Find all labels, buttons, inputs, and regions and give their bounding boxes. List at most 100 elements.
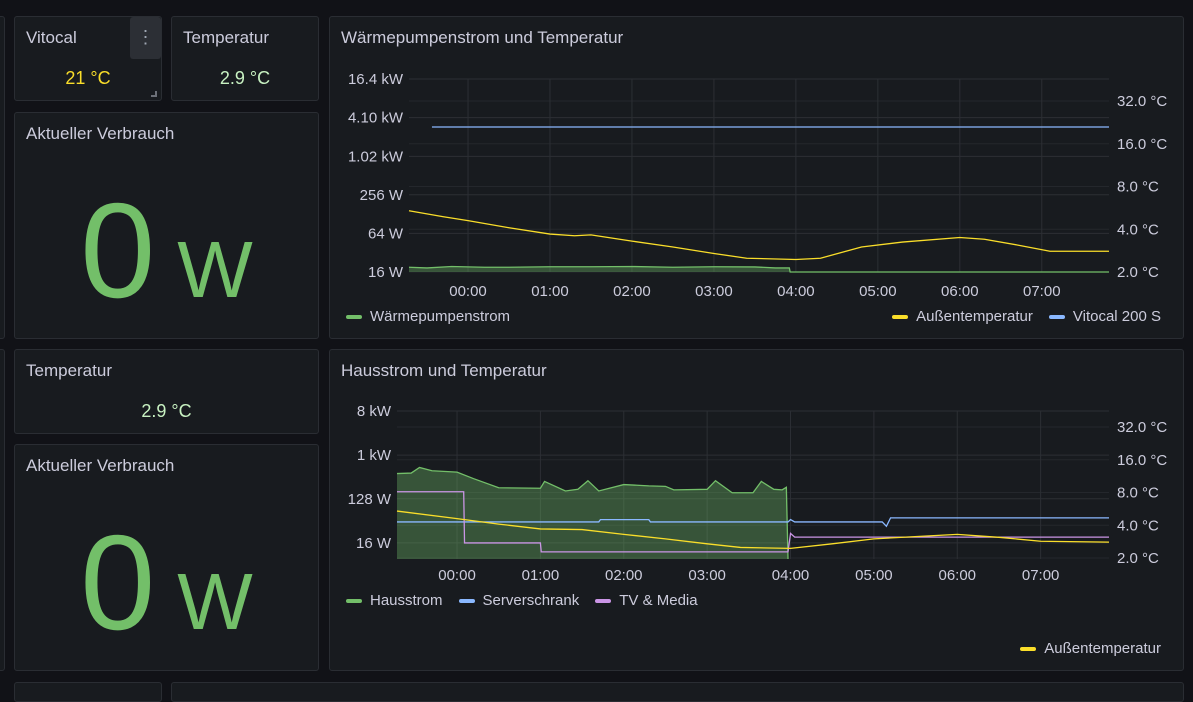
unit: W: [177, 557, 253, 646]
series-line-au-entemperatur: [408, 210, 1109, 261]
bottom-panel-stub: [14, 682, 162, 702]
legend-item[interactable]: Serverschrank: [458, 592, 580, 609]
x-tick-label: 01:00: [522, 567, 560, 584]
panel-title: Hausstrom und Temperatur: [341, 361, 547, 380]
left-edge-panel-2: [0, 349, 5, 671]
panel-title: Temperatur: [26, 361, 112, 380]
legend-label: TV & Media: [619, 592, 698, 609]
vitocal-value: 21 °C: [65, 68, 111, 88]
legend-item[interactable]: Hausstrom: [346, 592, 443, 609]
heatpump-chart-panel: Wärmepumpenstrom und Temperatur 16 W 64 W…: [329, 16, 1184, 339]
y-left-tick-label: 16.4 kW: [348, 71, 404, 88]
series-area-w-rmepumpenstrom: [409, 266, 1109, 272]
legend-label: Vitocal 200 S: [1072, 308, 1161, 325]
vitocal-stat-panel[interactable]: Vitocal ⋮ 21 °C: [14, 16, 162, 101]
left-edge-panel: [0, 16, 5, 339]
x-tick-label: 06:00: [941, 283, 979, 300]
legend-right: Außentemperatur: [1020, 640, 1161, 657]
value: 0: [80, 175, 156, 326]
heatpump-chart[interactable]: 16 W 64 W 256 W 1.02 kW 4.10 kW 16.4 kW 2.0 °C…: [330, 17, 1185, 340]
y-left-tick-label: 64 W: [368, 225, 404, 242]
y-left-tick-label: 4.10 kW: [348, 110, 404, 127]
series-line-hausstrom: [396, 466, 789, 560]
x-tick-label: 00:00: [449, 283, 487, 300]
x-tick-label: 00:00: [438, 567, 476, 584]
y-right-tick-label: 2.0 °C: [1117, 550, 1159, 567]
legend-label: Hausstrom: [370, 592, 443, 609]
legend-item[interactable]: Außentemperatur: [1020, 640, 1161, 657]
legend-left: Wärmepumpenstrom: [346, 308, 510, 325]
legend-swatch-icon: [1020, 646, 1037, 651]
legend-right: Außentemperatur Vitocal 200 S: [892, 308, 1161, 325]
temperature-value: 2.9 °C: [219, 68, 271, 88]
temperature-value: 2.9 °C: [141, 401, 192, 421]
y-left-tick-label: 16 W: [356, 535, 392, 552]
series-line-w-rmepumpenstrom: [408, 265, 1109, 273]
y-left-tick-label: 16 W: [368, 264, 404, 281]
x-tick-label: 02:00: [613, 283, 651, 300]
series-line-serverschrank: [397, 517, 1109, 528]
y-right-tick-label: 32.0 °C: [1117, 419, 1167, 436]
panel-title: Aktueller Verbrauch: [26, 456, 175, 475]
series-area-hausstrom: [397, 467, 789, 559]
temperature-stat-panel: Temperatur 2.9 °C: [171, 16, 319, 101]
x-tick-label: 01:00: [531, 283, 569, 300]
series-line-tv-media: [397, 491, 1109, 553]
legend-label: Wärmepumpenstrom: [370, 308, 511, 325]
panel-menu-icon[interactable]: ⋮: [130, 17, 161, 59]
x-tick-label: 07:00: [1022, 567, 1060, 584]
legend-swatch-icon: [595, 598, 612, 603]
y-left-tick-label: 1 kW: [357, 447, 392, 464]
x-tick-label: 07:00: [1023, 283, 1061, 300]
value: 0: [80, 507, 156, 658]
house-power-chart[interactable]: 16 W 128 W 1 kW 8 kW 2.0 °C 4.0 °C 8.0 °C 16.0 …: [330, 350, 1185, 672]
legend-swatch-icon: [346, 598, 362, 603]
x-tick-label: 04:00: [772, 567, 810, 584]
legend-item[interactable]: Wärmepumpenstrom: [346, 308, 510, 325]
panel-title: Wärmepumpenstrom und Temperatur: [341, 28, 624, 47]
temperature-stat-panel-2: Temperatur 2.9 °C: [14, 349, 319, 434]
series-line-au-entemperatur: [396, 510, 1110, 550]
y-right-tick-label: 8.0 °C: [1117, 485, 1159, 502]
y-right-tick-label: 16.0 °C: [1117, 452, 1167, 469]
legend-item[interactable]: Vitocal 200 S: [1048, 308, 1161, 325]
x-tick-label: 02:00: [605, 567, 643, 584]
y-right-tick-label: 2.0 °C: [1117, 264, 1159, 281]
legend-label: Außentemperatur: [916, 308, 1033, 325]
y-left-tick-label: 1.02 kW: [348, 148, 404, 165]
legend-item[interactable]: Außentemperatur: [892, 308, 1033, 325]
legend-swatch-icon: [346, 314, 362, 319]
x-tick-label: 05:00: [855, 567, 893, 584]
y-left-tick-label: 256 W: [360, 187, 404, 204]
y-right-tick-label: 8.0 °C: [1117, 179, 1159, 196]
house-power-chart-panel: Hausstrom und Temperatur 16 W 128 W 1 kW 8 …: [329, 349, 1184, 671]
legend-left: Hausstrom Serverschrank TV & Media: [346, 592, 698, 609]
legend-swatch-icon: [1048, 314, 1065, 319]
x-tick-label: 05:00: [859, 283, 897, 300]
panel-title: Vitocal: [26, 28, 77, 47]
legend-label: Serverschrank: [482, 592, 580, 609]
x-tick-label: 03:00: [688, 567, 726, 584]
y-right-tick-label: 4.0 °C: [1117, 517, 1159, 534]
y-left-tick-label: 8 kW: [357, 403, 392, 420]
x-tick-label: 03:00: [695, 283, 733, 300]
x-tick-label: 06:00: [938, 567, 976, 584]
legend-swatch-icon: [892, 314, 909, 319]
resize-handle-icon[interactable]: [151, 91, 157, 97]
panel-title: Aktueller Verbrauch: [26, 124, 175, 143]
x-tick-label: 04:00: [777, 283, 815, 300]
panel-title: Temperatur: [183, 28, 269, 47]
legend-label: Außentemperatur: [1044, 640, 1161, 657]
bottom-panel-stub-2: [171, 682, 1184, 702]
unit: W: [177, 225, 253, 314]
y-right-tick-label: 4.0 °C: [1117, 221, 1159, 238]
y-right-tick-label: 16.0 °C: [1117, 136, 1167, 153]
y-right-tick-label: 32.0 °C: [1117, 93, 1167, 110]
y-left-tick-label: 128 W: [348, 491, 392, 508]
legend-swatch-icon: [458, 598, 475, 603]
legend-item[interactable]: TV & Media: [595, 592, 698, 609]
